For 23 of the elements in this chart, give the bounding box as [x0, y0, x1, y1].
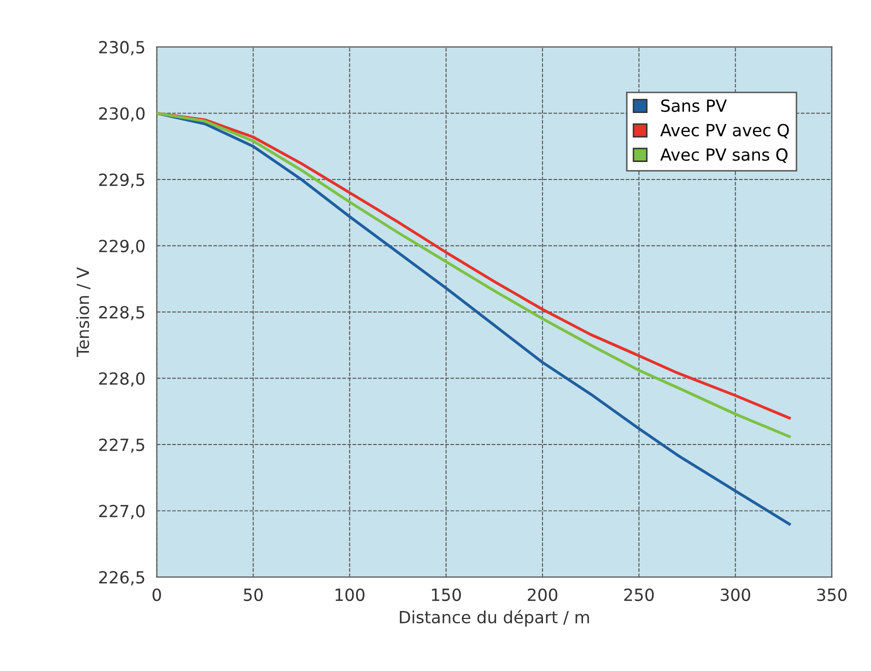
y-tick-label: 227,0 [99, 504, 145, 520]
legend-label: Avec PV sans Q [660, 148, 788, 163]
y-tick-label: 228,0 [99, 372, 145, 387]
y-tick-label: 229,0 [99, 240, 145, 254]
y-tick-label: 226,5 [99, 571, 144, 586]
x-axis-title: Distance du départ / m [400, 610, 589, 627]
x-tick-label: 350 [817, 588, 847, 602]
y-tick-label: 228,5 [99, 306, 144, 320]
x-tick-label: 0 [152, 588, 161, 602]
x-tick-label: 300 [720, 588, 750, 602]
x-tick-label: 100 [336, 588, 364, 602]
y-tick-label: 230,5 [99, 40, 144, 56]
legend-label: Avec PV avec Q [660, 124, 789, 138]
y-tick-label: 227,5 [99, 438, 144, 453]
legend-label: Sans PV [661, 99, 727, 112]
line-series [156, 112, 791, 526]
y-tick-label: 230,0 [99, 107, 145, 122]
y-axis-title: Tension / V [76, 267, 90, 357]
x-tick-label: 250 [624, 588, 654, 602]
x-tick-label: 50 [244, 588, 263, 602]
x-tick-label: 200 [528, 588, 558, 602]
x-tick-label: 150 [432, 588, 461, 602]
y-tick-label: 229,5 [99, 173, 144, 188]
